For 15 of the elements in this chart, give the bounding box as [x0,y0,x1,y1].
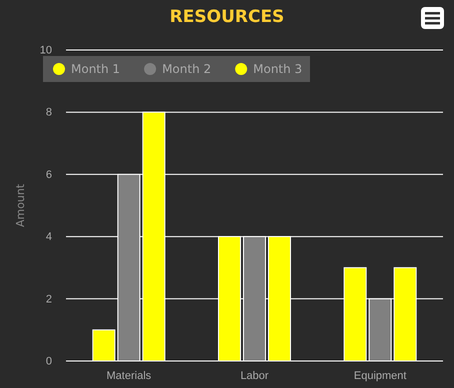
legend-label: Month 1 [71,62,120,76]
y-tick-label: 4 [46,231,52,244]
bar [92,329,116,362]
y-tick-label: 8 [46,106,52,119]
x-tick-label: Materials [106,370,152,382]
y-tick-label: 6 [46,168,52,181]
y-tick-label: 2 [46,293,52,306]
legend-label: Month 2 [162,62,212,76]
y-tick-label: 0 [46,356,52,368]
y-axis-title: Amount [14,183,27,228]
y-tick-label: 10 [40,44,52,57]
x-tick-label: Labor [240,370,269,382]
legend-label: Month 3 [253,62,302,76]
x-tick-label: Equipment [354,370,406,382]
chart-title: RESOURCES [170,7,284,27]
